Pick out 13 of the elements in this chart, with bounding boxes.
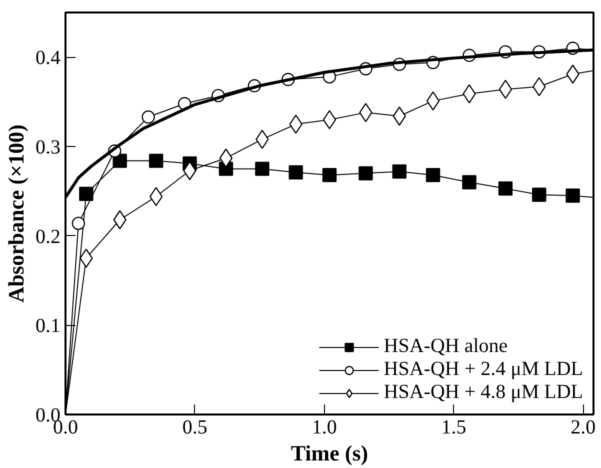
y-tick-label: 0.4 (36, 47, 60, 70)
x-tick-label: 1.0 (312, 416, 337, 438)
legend-label: HSA-QH alone (384, 335, 508, 358)
x-axis-title: Time (s) (290, 440, 368, 466)
x-tick-label: 0.5 (182, 416, 208, 438)
x-tick-label: 1.5 (441, 416, 466, 438)
x-tick-label: 2.0 (570, 416, 596, 438)
y-tick-label: 0.2 (36, 226, 60, 248)
y-tick-label: 0.3 (36, 136, 60, 158)
legend-label: HSA-QH + 2.4 μM LDL (384, 358, 583, 381)
y-axis-title: Absorbance (×100) (4, 124, 28, 303)
legend-label: HSA-QH + 4.8 μM LDL (384, 381, 583, 404)
y-tick-label: 0.1 (36, 315, 60, 338)
